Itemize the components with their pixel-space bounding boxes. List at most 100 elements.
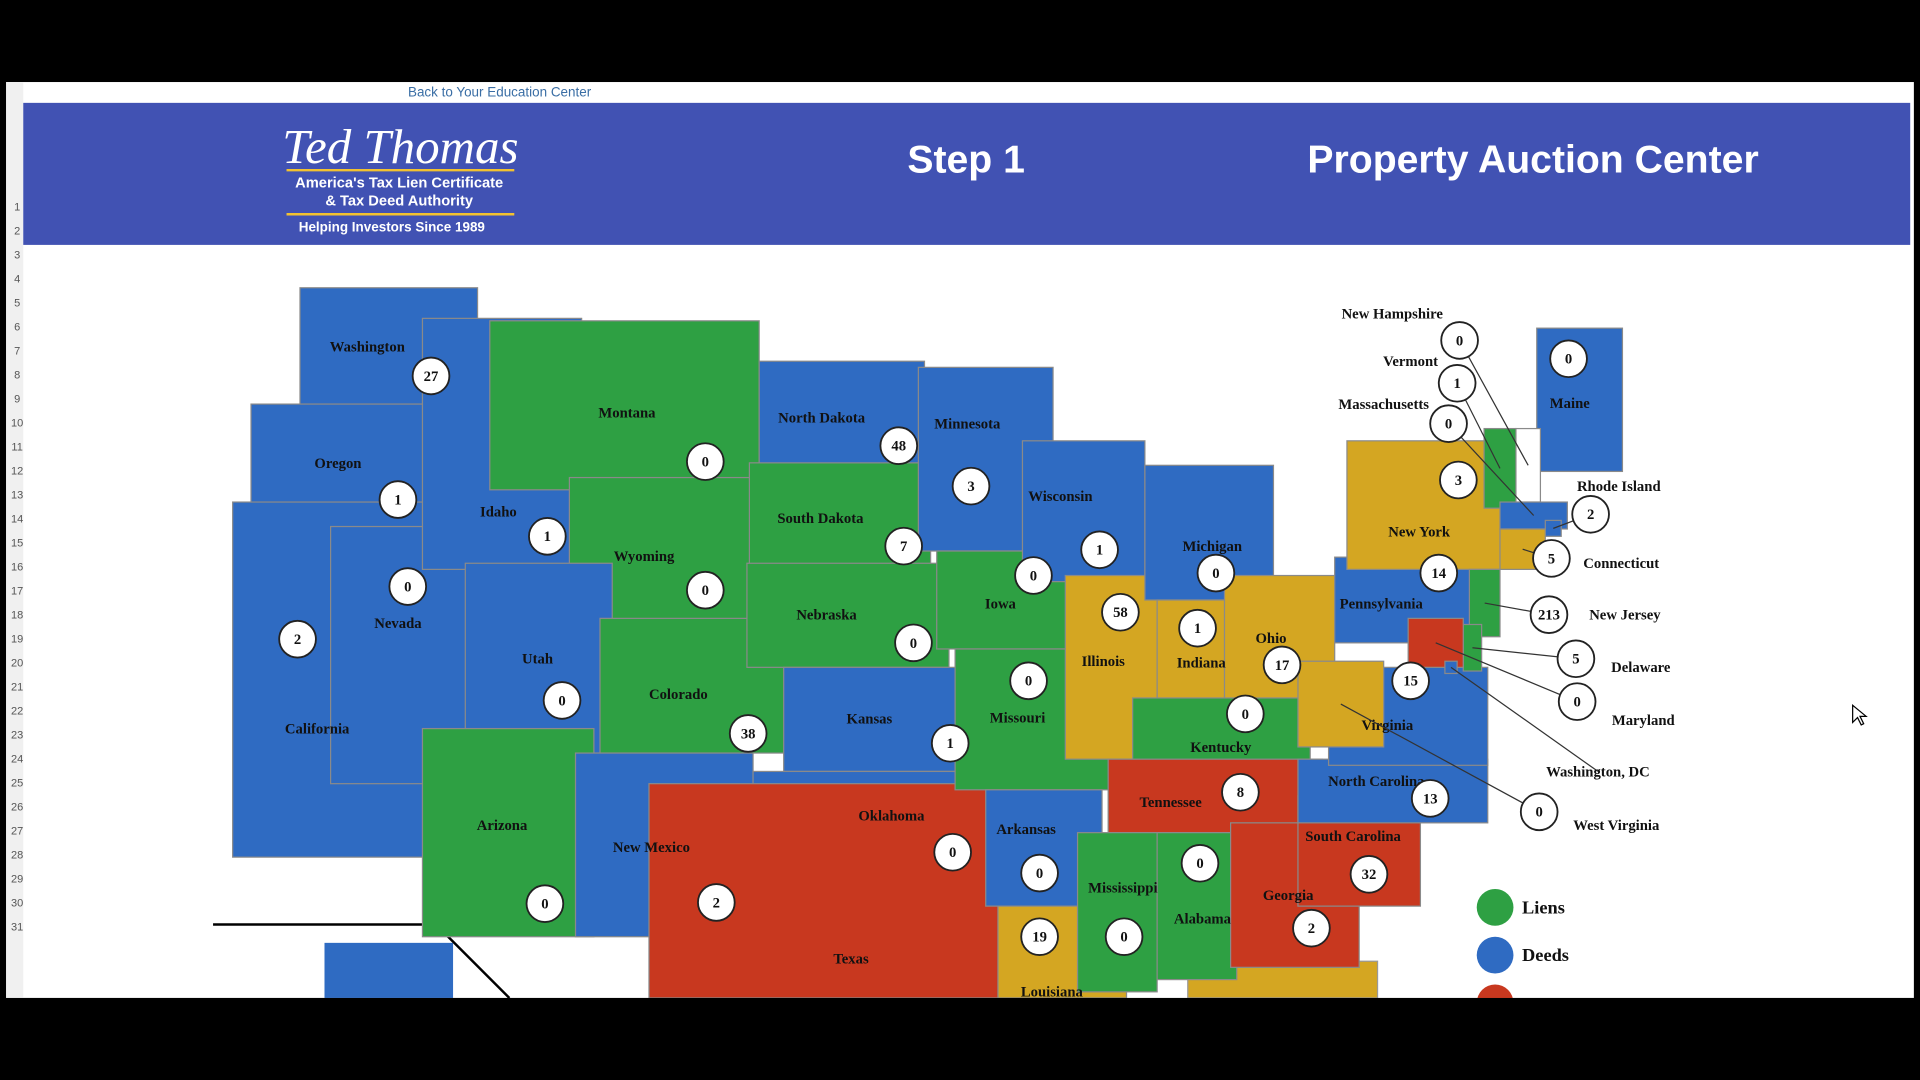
row-number: 26 bbox=[11, 802, 23, 814]
letterbox bbox=[0, 997, 1920, 1080]
state-count: 58 bbox=[1113, 605, 1128, 621]
state-count: 5 bbox=[1548, 551, 1555, 567]
state-count: 17 bbox=[1275, 658, 1290, 674]
row-number: 20 bbox=[11, 658, 23, 670]
state-label: Georgia bbox=[1263, 888, 1314, 904]
count-badge bbox=[1532, 539, 1571, 578]
state-label: Ohio bbox=[1256, 631, 1287, 647]
state-count: 2 bbox=[1308, 921, 1315, 937]
row-number: 31 bbox=[11, 922, 23, 934]
state-label: Rhode Island bbox=[1577, 479, 1661, 495]
state-label: Utah bbox=[522, 652, 553, 668]
leader-line bbox=[1459, 340, 1529, 466]
state-count: 3 bbox=[1455, 473, 1462, 489]
row-number: 6 bbox=[14, 322, 20, 334]
back-link[interactable]: Back to Your Education Center bbox=[408, 85, 592, 100]
state-shape bbox=[464, 562, 613, 754]
row-gutter bbox=[6, 82, 24, 998]
state-label: Missouri bbox=[990, 710, 1046, 726]
count-badge bbox=[879, 426, 919, 465]
state-label: New York bbox=[1388, 524, 1451, 540]
count-badge bbox=[1221, 772, 1260, 812]
count-badge bbox=[697, 883, 736, 922]
state-count: 0 bbox=[1036, 866, 1043, 882]
row-number: 16 bbox=[11, 562, 23, 574]
row-number: 4 bbox=[14, 274, 20, 286]
logo-line: America's Tax Lien Certificate bbox=[295, 175, 503, 191]
state-count: 0 bbox=[1445, 417, 1452, 433]
row-number: 19 bbox=[11, 634, 23, 646]
legend-swatch bbox=[1476, 936, 1514, 974]
count-badge bbox=[728, 714, 768, 753]
count-badge bbox=[1292, 908, 1331, 948]
count-badge bbox=[525, 884, 565, 923]
row-number: 8 bbox=[14, 370, 20, 382]
state-count: 0 bbox=[910, 636, 917, 652]
row-number: 14 bbox=[11, 514, 23, 526]
row-number: 21 bbox=[11, 682, 23, 694]
state-label: Maryland bbox=[1612, 713, 1675, 729]
count-badge bbox=[1410, 779, 1450, 818]
state-count: 0 bbox=[1030, 568, 1037, 584]
state-count: 1 bbox=[1453, 376, 1460, 392]
state-label: Vermont bbox=[1383, 354, 1438, 370]
state-label: Kansas bbox=[847, 712, 893, 728]
state-count: 0 bbox=[1242, 707, 1249, 723]
leader-line bbox=[1340, 703, 1540, 813]
alaska-partial bbox=[324, 942, 454, 998]
state-label: Connecticut bbox=[1583, 556, 1659, 572]
row-number: 1 bbox=[14, 202, 20, 214]
state-count: 1 bbox=[1096, 543, 1103, 559]
count-badge bbox=[1020, 917, 1059, 957]
count-badge bbox=[930, 723, 970, 763]
count-badge bbox=[1020, 853, 1059, 893]
state-count: 0 bbox=[702, 583, 709, 599]
row-number: 12 bbox=[11, 466, 23, 478]
state-count: 1 bbox=[394, 492, 401, 508]
state-count: 13 bbox=[1423, 791, 1438, 807]
state-count: 0 bbox=[541, 897, 548, 913]
state-label: New Jersey bbox=[1589, 608, 1661, 624]
state-count: 0 bbox=[1025, 674, 1032, 690]
state-label: Maine bbox=[1550, 396, 1590, 412]
leader-line bbox=[1435, 642, 1578, 703]
count-badge bbox=[1009, 661, 1048, 701]
state-label: New Mexico bbox=[613, 840, 690, 856]
state-count: 0 bbox=[702, 455, 709, 471]
state-count: 0 bbox=[1536, 805, 1543, 821]
legend-label: Deeds bbox=[1522, 945, 1569, 965]
count-badge bbox=[1529, 595, 1569, 634]
state-count: 0 bbox=[949, 845, 956, 861]
state-label: Washington bbox=[330, 339, 405, 355]
row-number: 5 bbox=[14, 298, 20, 310]
state-count: 0 bbox=[1565, 352, 1572, 368]
logo-name: Ted Thomas bbox=[282, 119, 518, 174]
state-label: New Hampshire bbox=[1342, 306, 1444, 322]
count-badge bbox=[1440, 321, 1479, 360]
count-badge bbox=[278, 619, 317, 659]
count-badge bbox=[1391, 661, 1430, 701]
count-badge bbox=[1262, 645, 1302, 685]
state-count: 14 bbox=[1431, 566, 1446, 582]
banner bbox=[23, 102, 1911, 245]
state-label: Oklahoma bbox=[858, 808, 925, 824]
state-label: Montana bbox=[598, 406, 656, 422]
row-number: 15 bbox=[11, 538, 23, 550]
count-badge bbox=[1101, 592, 1140, 632]
row-number: 9 bbox=[14, 394, 20, 406]
row-number: 24 bbox=[11, 754, 23, 766]
state-label: Alabama bbox=[1174, 911, 1232, 927]
state-label: Illinois bbox=[1082, 654, 1126, 670]
state-label: Texas bbox=[833, 952, 869, 968]
count-badge bbox=[378, 480, 418, 519]
count-badge bbox=[1180, 843, 1220, 883]
row-number: 13 bbox=[11, 490, 23, 502]
state-label: Colorado bbox=[649, 687, 708, 703]
count-badge bbox=[894, 623, 933, 663]
count-badge bbox=[1549, 339, 1588, 379]
state-count: 0 bbox=[558, 693, 565, 709]
count-badge bbox=[884, 526, 923, 566]
count-badge bbox=[1571, 495, 1610, 534]
